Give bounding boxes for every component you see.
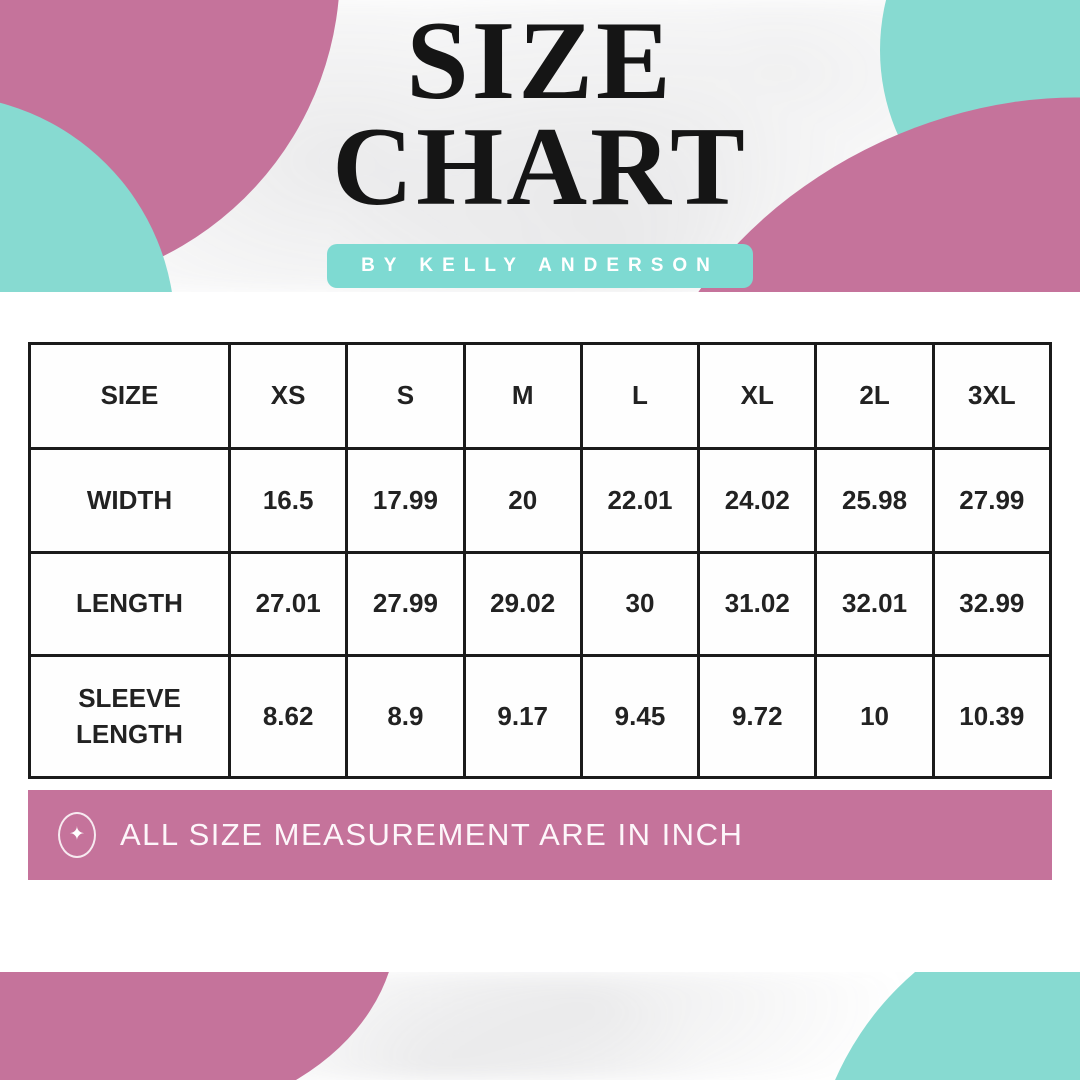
size-cell: 27.01 <box>227 551 349 657</box>
size-cell: 32.01 <box>814 551 935 657</box>
column-header-xl: XL <box>697 342 818 450</box>
size-cell: 27.99 <box>345 551 466 657</box>
size-cell: 17.99 <box>345 447 466 554</box>
size-cell: 25.98 <box>814 447 935 554</box>
size-cell: 10.39 <box>931 654 1053 779</box>
sparkle-glyph: ✦ <box>69 823 85 845</box>
column-header-s: S <box>345 342 466 450</box>
column-header-l: L <box>579 342 701 450</box>
size-cell: 10 <box>814 654 935 779</box>
size-table: SIZE XS S M L XL 2L 3XL WIDTH 16.5 17.99… <box>28 342 1053 779</box>
size-cell: 20 <box>462 447 583 554</box>
measurement-note-text: ALL SIZE MEASUREMENT ARE IN INCH <box>120 817 744 852</box>
row-label-sleeve-length: SLEEVE LENGTH <box>28 654 231 779</box>
footer-band <box>0 972 1080 1080</box>
table-row-width: WIDTH 16.5 17.99 20 22.01 24.02 25.98 27… <box>28 447 1053 554</box>
size-cell: 9.17 <box>462 654 583 779</box>
size-cell: 8.62 <box>227 654 349 779</box>
column-header-xs: XS <box>227 342 349 450</box>
size-cell: 27.99 <box>931 447 1053 554</box>
size-cell: 9.72 <box>697 654 818 779</box>
size-cell: 9.45 <box>579 654 701 779</box>
byline-badge: BY KELLY ANDERSON <box>327 244 753 288</box>
page-title-line1: SIZE <box>406 0 674 123</box>
column-header-2l: 2L <box>814 342 935 450</box>
row-label-length: LENGTH <box>28 551 231 657</box>
table-row-length: LENGTH 27.01 27.99 29.02 30 31.02 32.01 … <box>28 551 1053 657</box>
column-header-m: M <box>462 342 583 450</box>
page-title-line2: CHART <box>332 105 748 229</box>
sparkle-icon: ✦ <box>58 812 96 858</box>
size-cell: 30 <box>579 551 701 657</box>
header-band: SIZE CHART BY KELLY ANDERSON <box>0 0 1080 292</box>
size-cell: 31.02 <box>697 551 818 657</box>
page-title: SIZE CHART BY KELLY ANDERSON <box>0 0 1080 288</box>
column-header-3xl: 3XL <box>931 342 1053 450</box>
size-cell: 29.02 <box>462 551 583 657</box>
size-table-header-row: SIZE XS S M L XL 2L 3XL <box>28 342 1053 450</box>
size-cell: 8.9 <box>345 654 466 779</box>
size-cell: 32.99 <box>931 551 1053 657</box>
row-label-width: WIDTH <box>28 447 231 554</box>
size-cell: 24.02 <box>697 447 818 554</box>
size-cell: 22.01 <box>579 447 701 554</box>
measurement-note-banner: ✦ ALL SIZE MEASUREMENT ARE IN INCH <box>28 790 1052 880</box>
table-row-sleeve-length: SLEEVE LENGTH 8.62 8.9 9.17 9.45 9.72 10… <box>28 654 1053 779</box>
size-cell: 16.5 <box>227 447 349 554</box>
column-header-size: SIZE <box>28 342 231 450</box>
